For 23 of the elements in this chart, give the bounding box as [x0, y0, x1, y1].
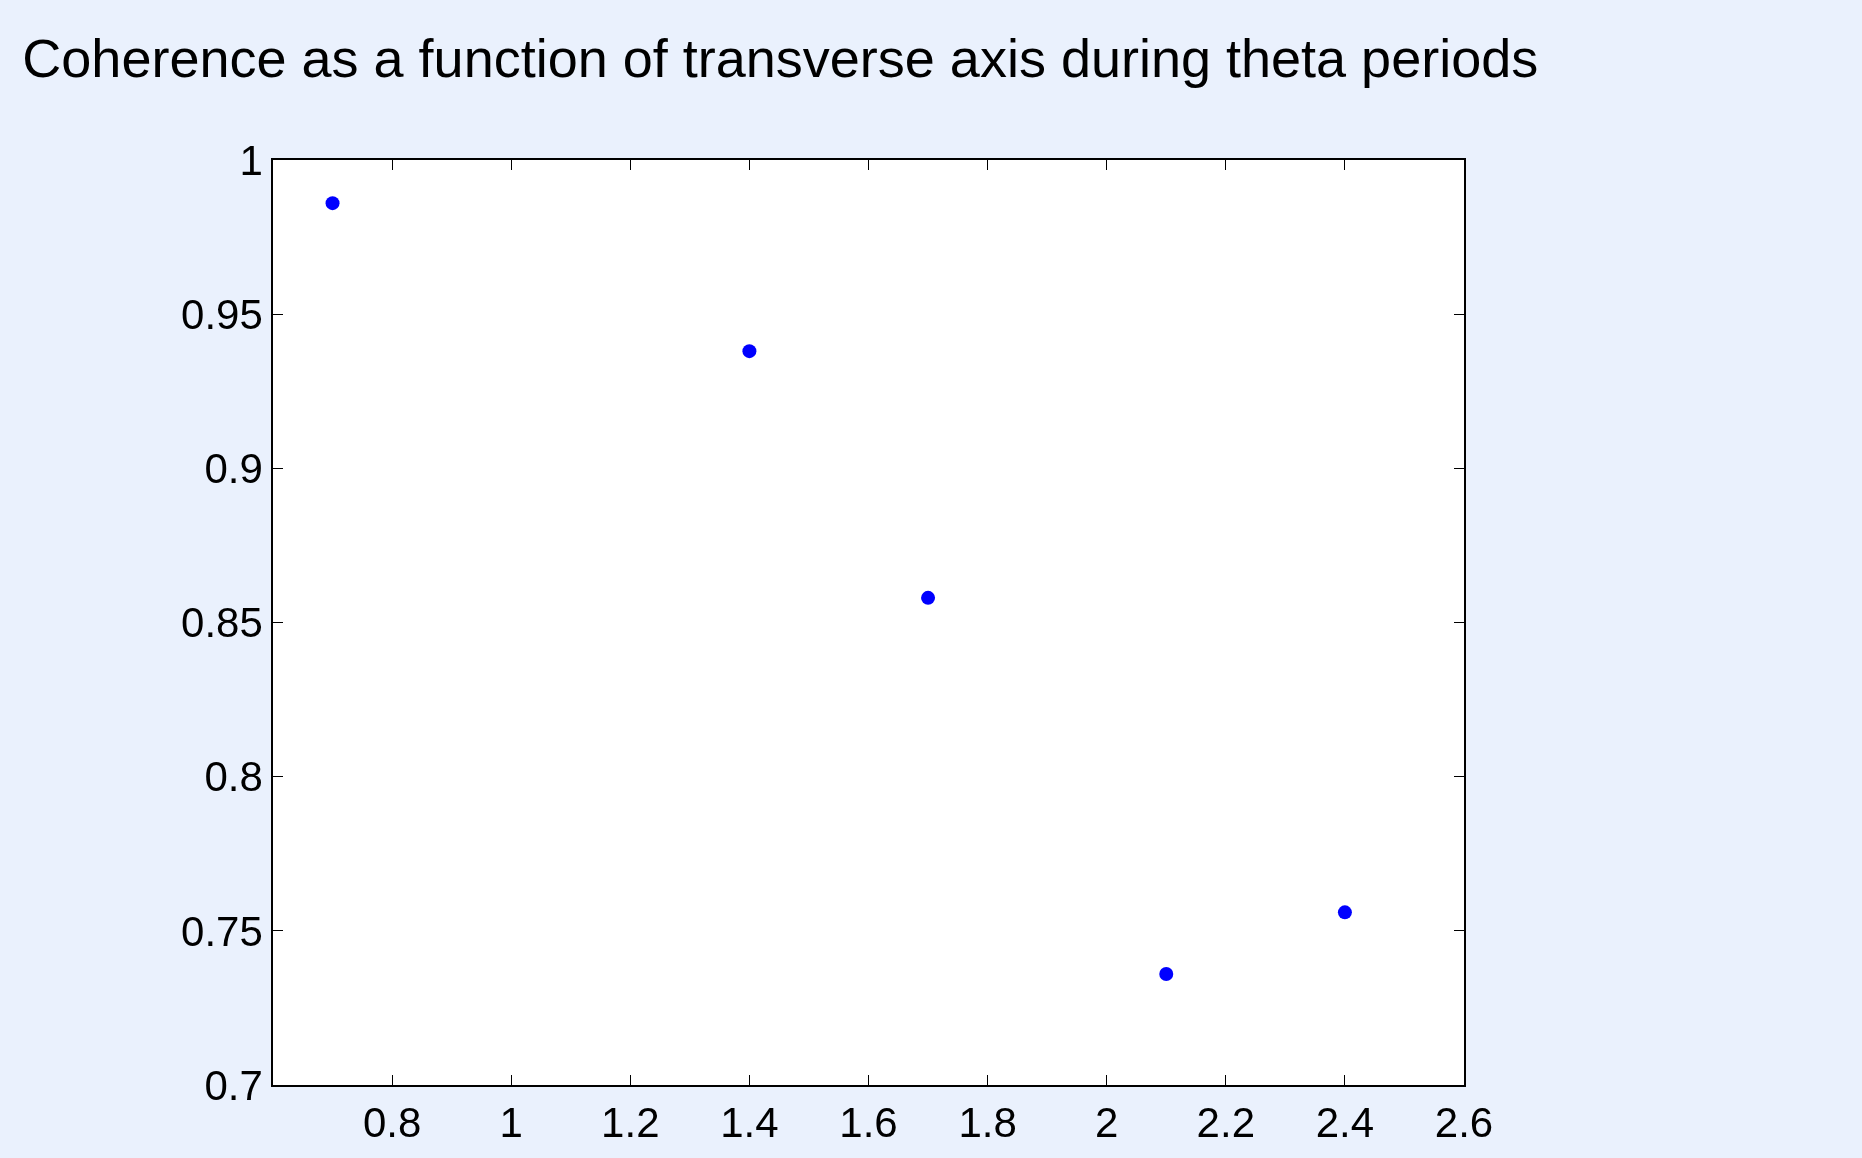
point	[742, 344, 757, 359]
x-tick-label: 2.2	[1196, 1099, 1255, 1147]
y-tick-label: 0.85	[181, 599, 263, 647]
x-tick-label: 1.2	[601, 1099, 660, 1147]
y-tick-label: 0.95	[181, 290, 263, 338]
x-tick-label: 1.4	[720, 1099, 779, 1147]
chart-title: Coherence as a function of transverse axis during theta periods	[22, 27, 1539, 88]
y-tick-label: 0.7	[204, 1061, 263, 1109]
point	[1337, 905, 1352, 920]
x-tick-label: 1.8	[958, 1099, 1017, 1147]
x-tick-label: 2.6	[1434, 1099, 1494, 1147]
y-tick-label: 0.8	[204, 753, 263, 801]
x-tick-label: 2.4	[1315, 1099, 1375, 1147]
y-tick-label: 0.9	[204, 445, 263, 493]
y-tick-label: 1	[239, 136, 263, 184]
x-tick-label: 1.6	[839, 1099, 898, 1147]
y-tick-label: 0.75	[181, 907, 263, 955]
point	[1159, 967, 1174, 981]
x-tick-label: 1	[499, 1099, 523, 1147]
x-tick-label: 2	[1095, 1099, 1119, 1147]
point	[325, 196, 340, 211]
point	[921, 590, 936, 605]
x-tick-label: 0.8	[362, 1099, 422, 1147]
